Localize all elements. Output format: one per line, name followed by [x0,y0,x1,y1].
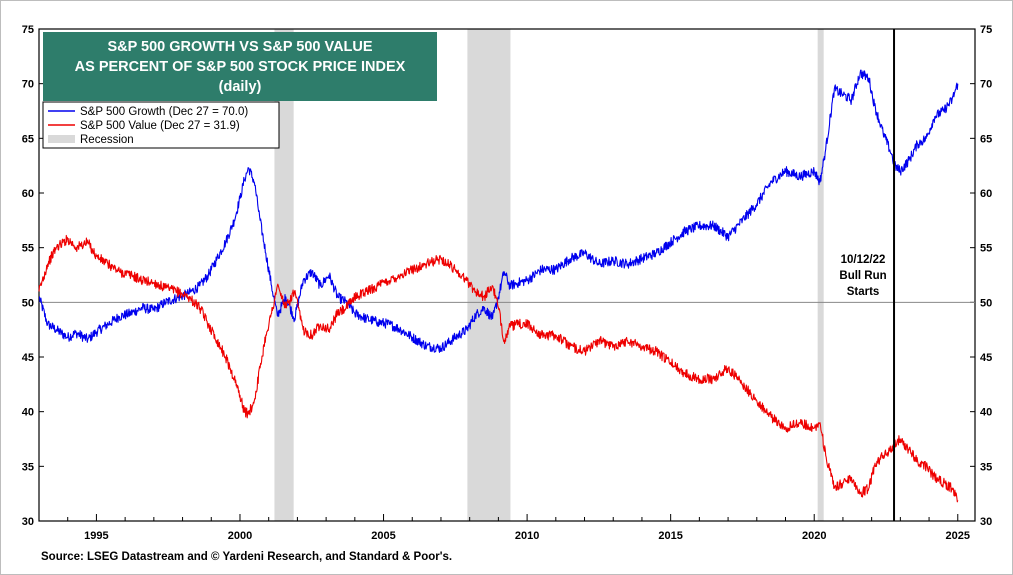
y-tick-label-right-65: 65 [980,133,992,145]
y-axis-left: 30 35 40 45 50 55 60 65 70 75 [22,24,44,528]
y-tick-label-left-55: 55 [22,243,34,255]
chart-title-line2: AS PERCENT OF S&P 500 STOCK PRICE INDEX [75,59,406,75]
chart-title-line3: (daily) [219,79,262,95]
x-tick-label-2020: 2020 [802,530,826,542]
x-tick-label-2015: 2015 [658,530,682,542]
y-tick-label-right-30: 30 [980,516,992,528]
y-tick-label-left-75: 75 [22,24,34,36]
y-tick-label-right-35: 35 [980,461,992,473]
legend-label-value: S&P 500 Value (Dec 27 = 31.9) [80,120,240,132]
plot-area-border [38,28,976,522]
x-tick-label-2000: 2000 [228,530,252,542]
bull-run-annotation: 10/12/22 Bull Run Starts [839,254,886,298]
x-tick-label-2005: 2005 [371,530,395,542]
legend-label-recession: Recession [80,134,134,146]
y-tick-label-left-40: 40 [22,407,34,419]
y-tick-label-right-55: 55 [980,243,992,255]
legend-box [42,101,280,149]
chart-title-box: S&P 500 GROWTH VS S&P 500 VALUE AS PERCE… [43,32,437,101]
y-tick-label-left-70: 70 [22,79,34,91]
title-background [43,32,437,101]
legend: S&P 500 Growth (Dec 27 = 70.0) S&P 500 V… [42,101,280,149]
recession-bands [274,29,824,521]
chart-title-line1: S&P 500 GROWTH VS S&P 500 VALUE [107,39,372,55]
y-tick-label-right-50: 50 [980,297,992,309]
series-line-s-p-500-growth [38,69,959,353]
x-axis: 1995 2000 2005 2010 2015 2020 2025 [38,514,970,542]
y-tick-label-right-75: 75 [980,24,992,36]
source-note: Source: LSEG Datastream and © Yardeni Re… [41,551,452,563]
y-tick-label-left-60: 60 [22,188,34,200]
series-group [38,69,959,503]
recession-band-0 [274,29,294,521]
y-tick-label-left-45: 45 [22,352,34,364]
y-tick-label-right-60: 60 [980,188,992,200]
legend-label-growth: S&P 500 Growth (Dec 27 = 70.0) [80,106,248,118]
y-tick-label-right-40: 40 [980,407,992,419]
series-line-s-p-500-value [38,234,959,503]
event-label-line3: Starts [847,286,880,298]
y-tick-label-left-50: 50 [22,297,34,309]
y-tick-label-left-65: 65 [22,133,34,145]
event-label-date: 10/12/22 [841,254,886,266]
x-tick-label-2010: 2010 [515,530,539,542]
event-label-line2: Bull Run [839,270,886,282]
y-tick-label-left-35: 35 [22,461,34,473]
y-tick-label-left-30: 30 [22,516,34,528]
x-tick-label-1995: 1995 [84,530,108,542]
x-tick-label-2025: 2025 [946,530,970,542]
recession-band-2 [817,29,824,521]
legend-swatch-recession [48,135,75,143]
y-tick-label-right-45: 45 [980,352,992,364]
y-axis-right: 30 35 40 45 50 55 60 65 70 75 [970,24,992,528]
y-tick-label-right-70: 70 [980,79,992,91]
